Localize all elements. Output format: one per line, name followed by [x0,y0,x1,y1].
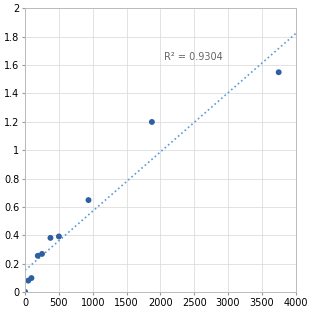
Point [26,278,31,283]
Point [149,119,154,124]
Point [40,251,45,256]
Point [86,197,91,202]
Text: R² = 0.9304: R² = 0.9304 [164,52,222,62]
Point [29,275,34,280]
Point [56,234,61,239]
Point [48,235,53,240]
Point [35,253,40,258]
Point [276,70,281,75]
Point [22,289,27,294]
